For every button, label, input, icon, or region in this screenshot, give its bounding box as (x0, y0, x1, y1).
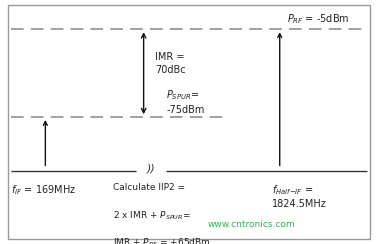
Text: )): )) (147, 163, 156, 173)
Text: IMR =
70dBc: IMR = 70dBc (155, 52, 186, 75)
Text: $P_{SPUR}$=
-75dBm: $P_{SPUR}$= -75dBm (166, 89, 205, 115)
Text: www.cntronics.com: www.cntronics.com (208, 220, 296, 229)
Text: Calculate IIP2 =: Calculate IIP2 = (113, 183, 185, 192)
Text: 2 x IMR + $P_{SPUR}$=: 2 x IMR + $P_{SPUR}$= (113, 210, 191, 222)
Text: $f_{Half\mathregular{-}IF}$ =
1824.5MHz: $f_{Half\mathregular{-}IF}$ = 1824.5MHz (272, 183, 327, 209)
Text: IMR + $P_{RF}$ = +65dBm: IMR + $P_{RF}$ = +65dBm (113, 237, 211, 244)
Text: $P_{RF}$ = -5dBm: $P_{RF}$ = -5dBm (287, 13, 350, 26)
Text: $f_{IF}$ = 169MHz: $f_{IF}$ = 169MHz (11, 183, 76, 197)
